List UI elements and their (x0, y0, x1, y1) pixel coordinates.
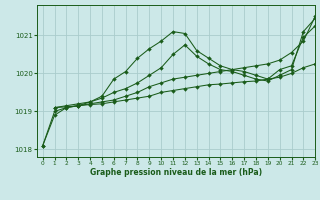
X-axis label: Graphe pression niveau de la mer (hPa): Graphe pression niveau de la mer (hPa) (90, 168, 262, 177)
